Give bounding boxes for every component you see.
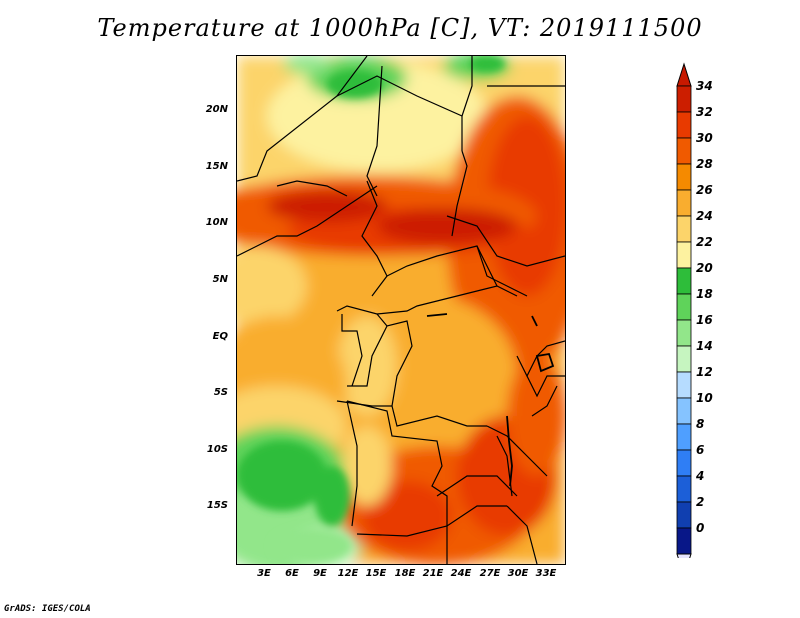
y-tick-label: 5N	[212, 274, 228, 285]
lake-outlines	[426, 313, 555, 487]
colorbar-segment	[676, 371, 692, 399]
temperature-fill	[237, 56, 565, 564]
colorbar-level-label: 8	[696, 417, 705, 431]
colorbar-segment	[676, 215, 692, 243]
colorbar-level-label: 10	[696, 391, 713, 405]
x-tick-label: 18E	[394, 568, 416, 579]
colorbar-level-label: 2	[696, 495, 705, 509]
y-tick-label: 20N	[205, 104, 228, 115]
x-tick-label: 30E	[507, 568, 529, 579]
colorbar-level-label: 6	[696, 443, 705, 457]
footer-credit: GrADS: IGES/COLA	[4, 604, 91, 614]
colorbar-segment	[676, 475, 692, 503]
colorbar-level-label: 28	[696, 157, 713, 171]
colorbar-segment	[676, 163, 692, 191]
colorbar-level-label: 34	[696, 79, 713, 93]
chart-title: Temperature at 1000hPa [C], VT: 20191115…	[97, 14, 703, 42]
x-tick-label: 21E	[422, 568, 444, 579]
colorbar-level-label: 22	[696, 235, 713, 249]
x-tick-label: 12E	[337, 568, 359, 579]
colorbar-level-label: 0	[696, 521, 705, 535]
colorbar-segment	[676, 111, 692, 139]
colorbar-level-label: 30	[696, 131, 713, 145]
colorbar-segment	[676, 293, 692, 321]
colorbar-level-label: 4	[696, 469, 705, 483]
y-tick-label: 15N	[205, 161, 228, 172]
colorbar-segment	[676, 267, 692, 295]
colorbar-segment	[676, 397, 692, 425]
x-tick-label: 15E	[365, 568, 387, 579]
y-tick-label: 15S	[206, 500, 228, 511]
temperature-map	[236, 55, 566, 565]
colorbar-segment	[676, 449, 692, 477]
colorbar-level-label: 26	[696, 183, 713, 197]
map-canvas	[237, 56, 565, 564]
colorbar-segment	[676, 345, 692, 373]
y-tick-label: EQ	[212, 331, 228, 342]
y-tick-label: 10N	[205, 217, 228, 228]
country-borders	[237, 56, 565, 564]
colorbar-svg	[676, 62, 692, 578]
colorbar-level-label: 24	[696, 209, 713, 223]
colorbar-level-label: 14	[696, 339, 713, 353]
colorbar-top-arrow	[676, 62, 692, 87]
x-tick-label: 6E	[285, 568, 299, 579]
colorbar	[676, 62, 692, 578]
colorbar-segment	[676, 137, 692, 165]
colorbar-level-label: 12	[696, 365, 713, 379]
y-tick-label: 5S	[213, 387, 228, 398]
colorbar-segment	[676, 189, 692, 217]
x-tick-label: 9E	[313, 568, 327, 579]
y-tick-label: 10S	[206, 444, 228, 455]
colorbar-segment	[676, 423, 692, 451]
colorbar-level-label: 20	[696, 261, 713, 275]
colorbar-level-label: 16	[696, 313, 713, 327]
temperature-detail	[237, 56, 505, 564]
x-tick-label: 27E	[479, 568, 501, 579]
colorbar-bottom-arrow	[676, 553, 692, 578]
colorbar-segment	[676, 85, 692, 113]
x-tick-label: 24E	[450, 568, 472, 579]
x-tick-label: 33E	[535, 568, 557, 579]
colorbar-segment	[676, 319, 692, 347]
colorbar-segment	[676, 527, 692, 555]
colorbar-level-label: 32	[696, 105, 713, 119]
colorbar-segment	[676, 241, 692, 269]
x-tick-label: 3E	[257, 568, 271, 579]
colorbar-segment	[676, 501, 692, 529]
colorbar-level-label: 18	[696, 287, 713, 301]
